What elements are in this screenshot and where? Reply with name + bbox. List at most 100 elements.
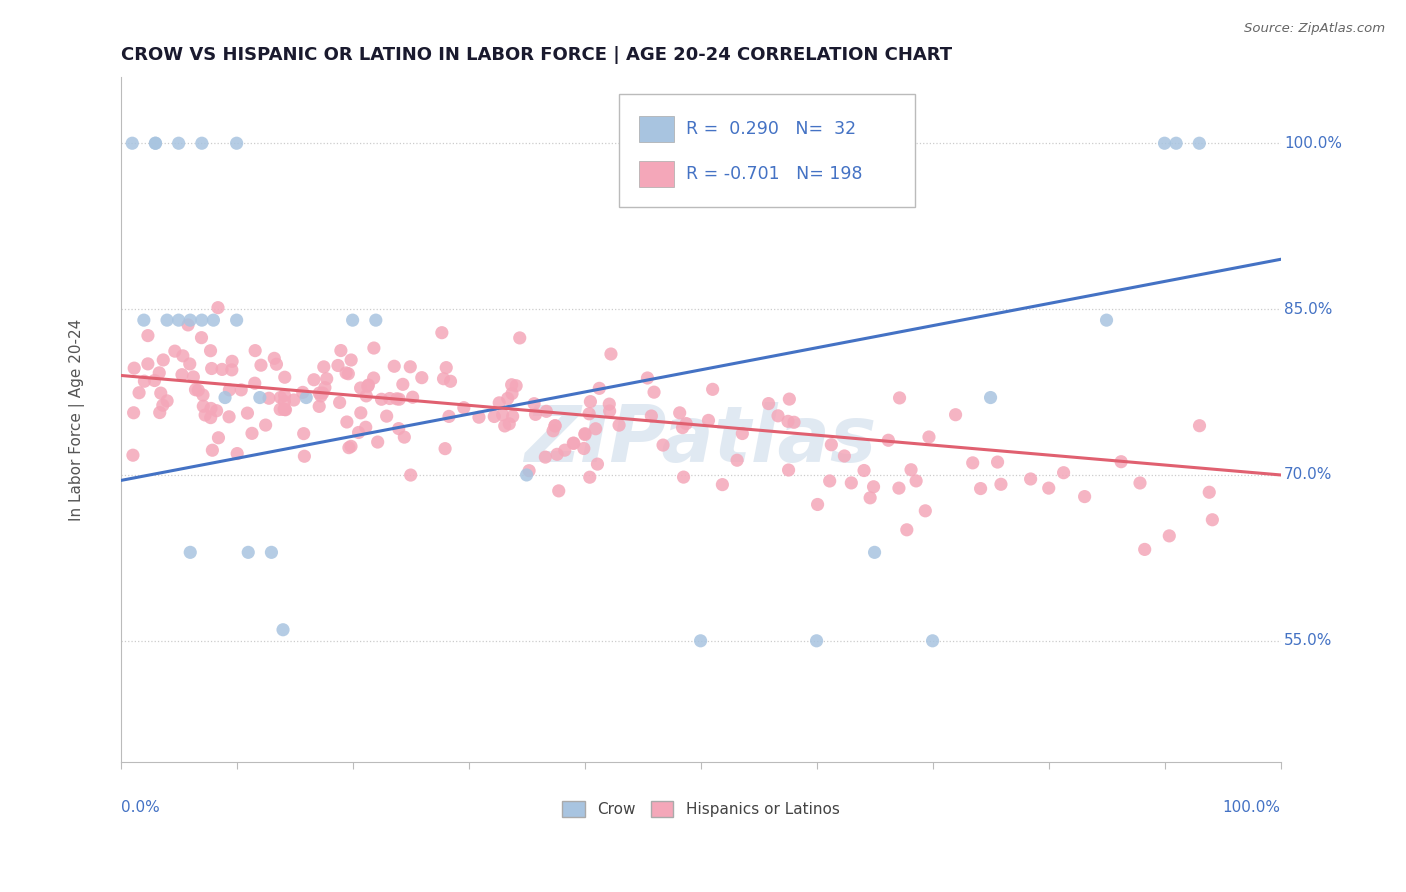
- Point: [167, 136, 190, 151]
- Point: [668, 406, 690, 420]
- Point: [853, 463, 876, 477]
- Point: [488, 396, 510, 410]
- Point: [187, 383, 209, 397]
- Point: [588, 381, 610, 395]
- Point: [121, 136, 143, 151]
- Point: [1095, 313, 1118, 327]
- Point: [179, 545, 201, 559]
- Point: [336, 415, 359, 429]
- Point: [221, 354, 243, 368]
- Point: [783, 415, 806, 429]
- Text: 85.0%: 85.0%: [1284, 301, 1333, 317]
- Point: [702, 382, 724, 396]
- Point: [574, 426, 596, 441]
- Point: [145, 136, 167, 151]
- Point: [517, 464, 540, 478]
- Point: [191, 313, 214, 327]
- Point: [918, 430, 941, 444]
- Point: [502, 409, 524, 424]
- Point: [652, 438, 675, 452]
- Point: [201, 361, 224, 376]
- Point: [453, 401, 475, 415]
- Point: [430, 326, 453, 340]
- Point: [283, 392, 305, 407]
- Point: [236, 406, 259, 420]
- Point: [238, 545, 260, 559]
- Point: [179, 313, 201, 327]
- Point: [434, 442, 457, 456]
- Point: [394, 430, 416, 444]
- FancyBboxPatch shape: [620, 94, 915, 207]
- Point: [1153, 136, 1175, 151]
- Point: [776, 414, 799, 428]
- Point: [945, 408, 967, 422]
- Point: [356, 389, 378, 403]
- Point: [599, 404, 621, 418]
- Point: [291, 385, 314, 400]
- Point: [177, 318, 200, 332]
- Point: [156, 393, 179, 408]
- Point: [193, 399, 215, 413]
- Point: [337, 441, 360, 455]
- Point: [636, 371, 658, 385]
- Point: [363, 341, 385, 355]
- Point: [509, 331, 531, 345]
- Point: [541, 424, 564, 438]
- Point: [399, 468, 422, 483]
- Point: [340, 439, 363, 453]
- Point: [363, 371, 385, 385]
- Point: [1133, 542, 1156, 557]
- Point: [494, 419, 516, 434]
- Point: [534, 450, 557, 464]
- Point: [600, 347, 623, 361]
- Point: [439, 374, 461, 388]
- Point: [218, 383, 240, 397]
- Point: [562, 436, 585, 450]
- Point: [145, 136, 167, 151]
- Point: [128, 385, 150, 400]
- Point: [889, 391, 911, 405]
- Point: [468, 410, 491, 425]
- Point: [308, 400, 330, 414]
- Point: [134, 374, 156, 388]
- Point: [156, 313, 179, 327]
- Point: [349, 381, 371, 395]
- Point: [382, 359, 405, 374]
- Text: 100.0%: 100.0%: [1284, 136, 1341, 151]
- Point: [183, 370, 205, 384]
- Point: [221, 363, 243, 377]
- Point: [501, 377, 523, 392]
- Point: [335, 366, 357, 380]
- Point: [225, 136, 247, 151]
- Point: [672, 470, 695, 484]
- Point: [354, 420, 377, 434]
- Point: [969, 482, 991, 496]
- Point: [179, 357, 201, 371]
- Point: [411, 370, 433, 384]
- Point: [364, 313, 387, 327]
- Point: [877, 434, 900, 448]
- Point: [273, 394, 295, 409]
- Point: [122, 361, 145, 376]
- Point: [1019, 472, 1042, 486]
- Point: [905, 474, 928, 488]
- Point: [896, 523, 918, 537]
- Point: [200, 401, 222, 416]
- Text: 70.0%: 70.0%: [1284, 467, 1333, 483]
- Point: [191, 136, 214, 151]
- Point: [260, 545, 283, 559]
- Point: [834, 449, 856, 463]
- Point: [122, 406, 145, 420]
- Point: [921, 633, 943, 648]
- Point: [357, 378, 380, 392]
- Point: [302, 373, 325, 387]
- Point: [152, 353, 174, 368]
- Point: [143, 374, 166, 388]
- Point: [367, 435, 389, 450]
- Point: [401, 390, 423, 404]
- Point: [257, 391, 280, 405]
- Point: [163, 344, 186, 359]
- Point: [136, 328, 159, 343]
- Point: [598, 397, 620, 411]
- Legend: Crow, Hispanics or Latinos: Crow, Hispanics or Latinos: [555, 795, 845, 823]
